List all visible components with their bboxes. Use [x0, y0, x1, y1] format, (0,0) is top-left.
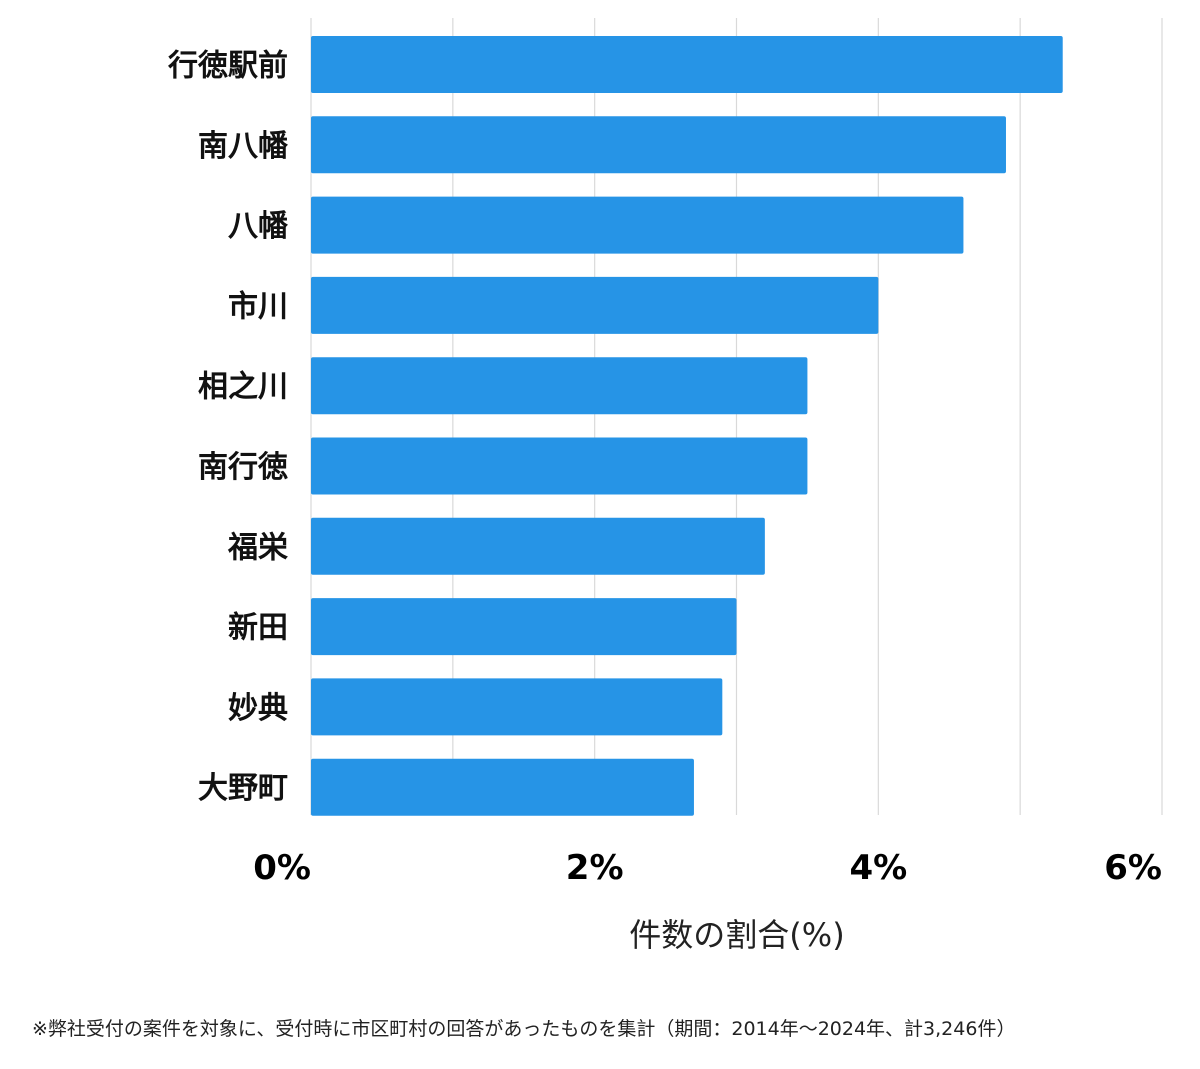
x-tick-label: 6%: [1104, 848, 1162, 888]
bar: [311, 196, 964, 254]
category-label: 南八幡: [198, 129, 288, 164]
bars: [311, 36, 1063, 816]
category-label: 南行徳: [198, 450, 288, 485]
bar: [311, 36, 1063, 93]
category-label: 市川: [228, 289, 288, 324]
bar: [311, 357, 808, 415]
category-label: 行徳駅前: [167, 49, 288, 84]
x-axis-title: 件数の割合(%): [629, 916, 844, 954]
category-label: 妙典: [228, 691, 288, 726]
category-label: 八幡: [228, 209, 288, 244]
footnote: ※弊社受付の案件を対象に、受付時に市区町村の回答があったものを集計（期間：201…: [32, 1018, 1016, 1040]
x-tick-label: 2%: [566, 848, 624, 888]
bar: [311, 276, 879, 334]
x-tick-label: 0%: [253, 848, 311, 888]
bar: [311, 598, 737, 656]
bar: [311, 517, 765, 575]
x-tick-label: 4%: [849, 848, 907, 888]
bar: [311, 758, 694, 816]
bar: [311, 678, 723, 736]
x-tick-labels: 0% 2% 4% 6%: [253, 848, 1162, 888]
bar: [311, 116, 1006, 174]
category-label: 大野町: [198, 771, 288, 806]
bar: [311, 437, 808, 495]
category-label: 相之川: [198, 370, 288, 405]
category-label: 新田: [228, 611, 288, 646]
category-label: 福栄: [227, 530, 288, 565]
